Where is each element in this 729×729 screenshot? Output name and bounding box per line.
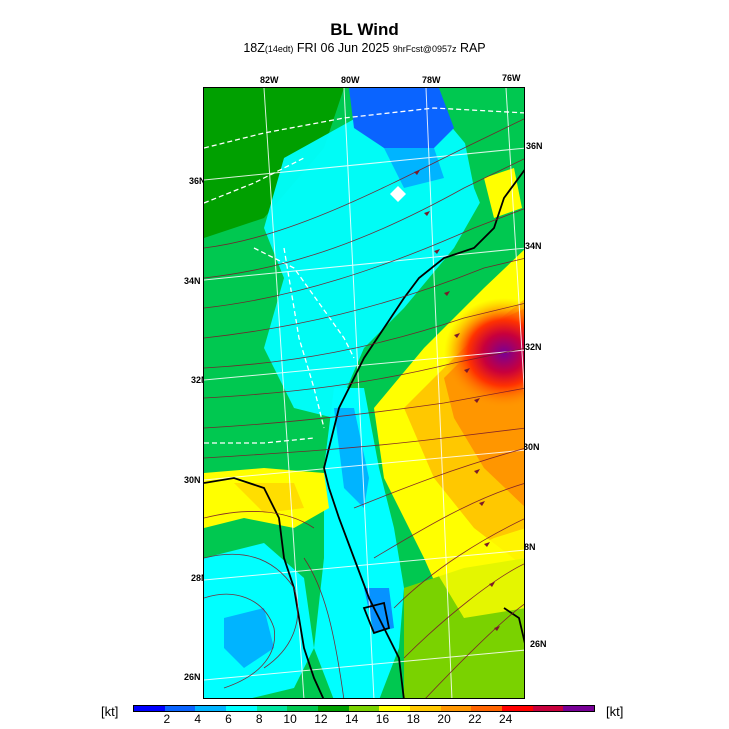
colorbar-swatch-0	[134, 706, 165, 711]
lon-label-82w: 82W	[260, 75, 279, 85]
lat-label-left-32n: 32N	[191, 375, 208, 385]
streamlines	[204, 118, 524, 698]
colorbar	[133, 705, 595, 712]
coastline	[204, 169, 524, 698]
lat-label-left-36n: 36N	[189, 176, 206, 186]
colorbar-unit-left: [kt]	[101, 704, 119, 719]
field-nw-dark	[204, 88, 344, 238]
colorbar-swatch-9	[410, 706, 441, 711]
lat-label-right-32n: 32N	[525, 342, 542, 352]
lat-label-right-36n: 36N	[526, 141, 543, 151]
lat-label-left-34n: 34N	[184, 276, 201, 286]
colorbar-swatch-3	[226, 706, 257, 711]
colorbar-tick-label: 12	[314, 712, 328, 726]
subtitle-date: FRI 06 Jun 2025	[293, 41, 393, 55]
colorbar-tick-label: 2	[163, 712, 171, 726]
field-white-spot	[390, 186, 406, 202]
lat-label-right-28n: 28N	[519, 542, 536, 552]
chart-title: BL Wind	[330, 20, 399, 39]
lat-label-right-26n: 26N	[530, 639, 547, 649]
state-borders	[204, 107, 524, 444]
colorbar-tick-label: 16	[375, 712, 390, 726]
chart-subtitle: 18Z(14edt) FRI 06 Jun 2025 9hrFcst@0957z…	[0, 41, 729, 55]
colorbar-tick-label: 14	[344, 712, 359, 726]
colorbar-swatch-12	[502, 706, 533, 711]
colorbar-tick-label: 6	[225, 712, 232, 726]
colorbar-tick-label: 10	[283, 712, 297, 726]
streamline-arrows	[414, 170, 500, 631]
colorbar-swatch-11	[471, 706, 503, 711]
subtitle-edt: (14edt)	[264, 44, 294, 54]
lat-label-right-30n: 30N	[523, 442, 540, 452]
field-south-yellow	[434, 528, 524, 618]
colorbar-swatch-5	[287, 706, 319, 711]
lat-label-left-28n: 28N	[191, 573, 208, 583]
colorbar-swatch-4	[256, 706, 288, 711]
lat-label-left-26n: 26N	[184, 672, 201, 682]
field-ocean-max	[444, 298, 524, 408]
subtitle-forecast: 9hrFcst@0957z	[392, 44, 457, 54]
colorbar-tick-label: 18	[406, 712, 420, 726]
colorbar-tick-label: 20	[437, 712, 451, 726]
colorbar-swatch-1	[164, 706, 196, 711]
colorbar-swatch-2	[195, 706, 227, 711]
wind-map	[203, 87, 525, 699]
colorbar-tick-label: 4	[194, 712, 202, 726]
colorbar-tick-label: 8	[255, 712, 263, 726]
colorbar-swatch-14	[563, 706, 595, 711]
lat-label-right-34n: 34N	[525, 241, 542, 251]
colorbar-swatch-8	[379, 706, 411, 711]
colorbar-swatch-13	[532, 706, 564, 711]
lon-label-78w: 78W	[422, 75, 441, 85]
colorbar-swatch-10	[440, 706, 472, 711]
subtitle-time: 18Z	[243, 41, 265, 55]
lon-label-76w: 76W	[502, 73, 521, 83]
colorbar-tick-label: 22	[468, 712, 482, 726]
field-lake-blue	[364, 588, 394, 633]
subtitle-model: RAP	[456, 41, 486, 55]
colorbar-tick-label: 24	[498, 712, 513, 726]
field-gulf-lightblue	[224, 608, 274, 668]
field-ne-yellow	[484, 168, 522, 218]
wind-map-svg	[204, 88, 524, 698]
lat-label-left-30n: 30N	[184, 475, 201, 485]
colorbar-swatch-6	[318, 706, 349, 711]
lon-label-80w: 80W	[341, 75, 360, 85]
colorbar-swatch-7	[348, 706, 380, 711]
field-coastal-lightblue	[334, 408, 369, 508]
colorbar-unit-right: [kt]	[606, 704, 624, 719]
